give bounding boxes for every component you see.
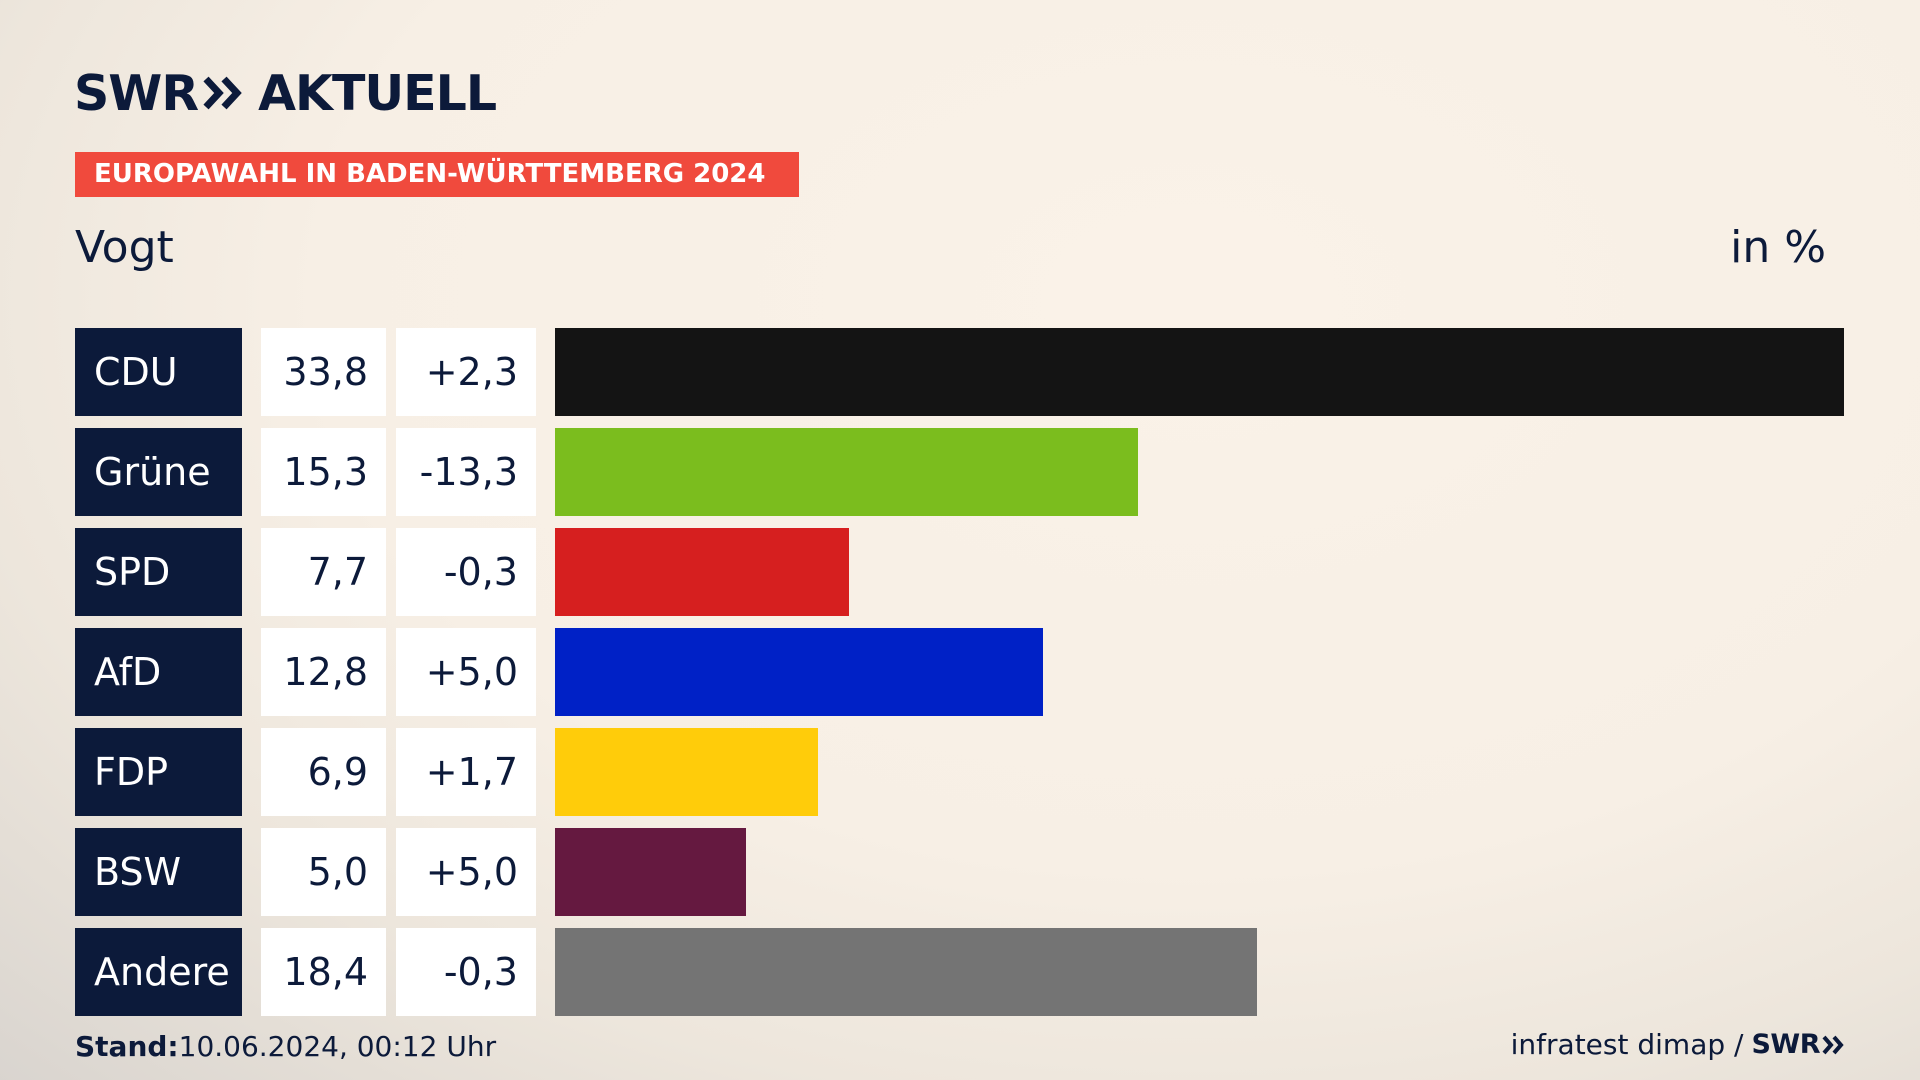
- logo-swr-text: SWR: [74, 64, 199, 122]
- election-banner: EUROPAWAHL IN BADEN-WÜRTTEMBERG 2024: [75, 152, 799, 197]
- banner-title: EUROPAWAHL IN BADEN-WÜRTTEMBERG 2024: [94, 159, 766, 189]
- change-label: -0,3: [396, 528, 536, 616]
- stand-value: 10.06.2024, 00:12 Uhr: [178, 1030, 497, 1063]
- bar: [555, 828, 746, 916]
- party-label: SPD: [75, 528, 242, 616]
- logo-aktuell-text: AKTUELL: [258, 64, 497, 122]
- change-label: +1,7: [396, 728, 536, 816]
- chart-row: Andere 18,4 -0,3: [0, 928, 1920, 1016]
- swr-aktuell-logo: SWR AKTUELL: [74, 64, 497, 122]
- party-label: Andere: [75, 928, 242, 1016]
- party-label: BSW: [75, 828, 242, 916]
- bar: [555, 628, 1043, 716]
- chart-row: CDU 33,8 +2,3: [0, 328, 1920, 416]
- source-text: infratest dimap /: [1510, 1028, 1744, 1061]
- bar: [555, 728, 818, 816]
- double-chevron-icon: [203, 76, 242, 110]
- chart-row: Grüne 15,3 -13,3: [0, 428, 1920, 516]
- data-label: 12,8: [261, 628, 386, 716]
- unit-label: in %: [1730, 222, 1826, 273]
- chart-row: FDP 6,9 +1,7: [0, 728, 1920, 816]
- data-label: 6,9: [261, 728, 386, 816]
- bar: [555, 928, 1257, 1016]
- party-label: Grüne: [75, 428, 242, 516]
- data-label: 15,3: [261, 428, 386, 516]
- chart-row: BSW 5,0 +5,0: [0, 828, 1920, 916]
- change-label: -0,3: [396, 928, 536, 1016]
- timestamp: Stand:10.06.2024, 00:12 Uhr: [75, 1030, 496, 1063]
- change-label: -13,3: [396, 428, 536, 516]
- chart-row: SPD 7,7 -0,3: [0, 528, 1920, 616]
- bar: [555, 428, 1138, 516]
- bar: [555, 528, 849, 616]
- bar: [555, 328, 1844, 416]
- party-label: FDP: [75, 728, 242, 816]
- party-label: CDU: [75, 328, 242, 416]
- footer-swr-logo: SWR: [1751, 1029, 1820, 1060]
- data-label: 5,0: [261, 828, 386, 916]
- footer-chevron-icon: [1822, 1035, 1844, 1054]
- data-label: 7,7: [261, 528, 386, 616]
- data-label: 18,4: [261, 928, 386, 1016]
- change-label: +5,0: [396, 628, 536, 716]
- constituency-title: Vogt: [75, 222, 174, 273]
- chart-row: AfD 12,8 +5,0: [0, 628, 1920, 716]
- data-label: 33,8: [261, 328, 386, 416]
- stand-label: Stand:: [75, 1030, 179, 1063]
- party-label: AfD: [75, 628, 242, 716]
- change-label: +2,3: [396, 328, 536, 416]
- change-label: +5,0: [396, 828, 536, 916]
- source-credit: infratest dimap / SWR: [1511, 1028, 1846, 1061]
